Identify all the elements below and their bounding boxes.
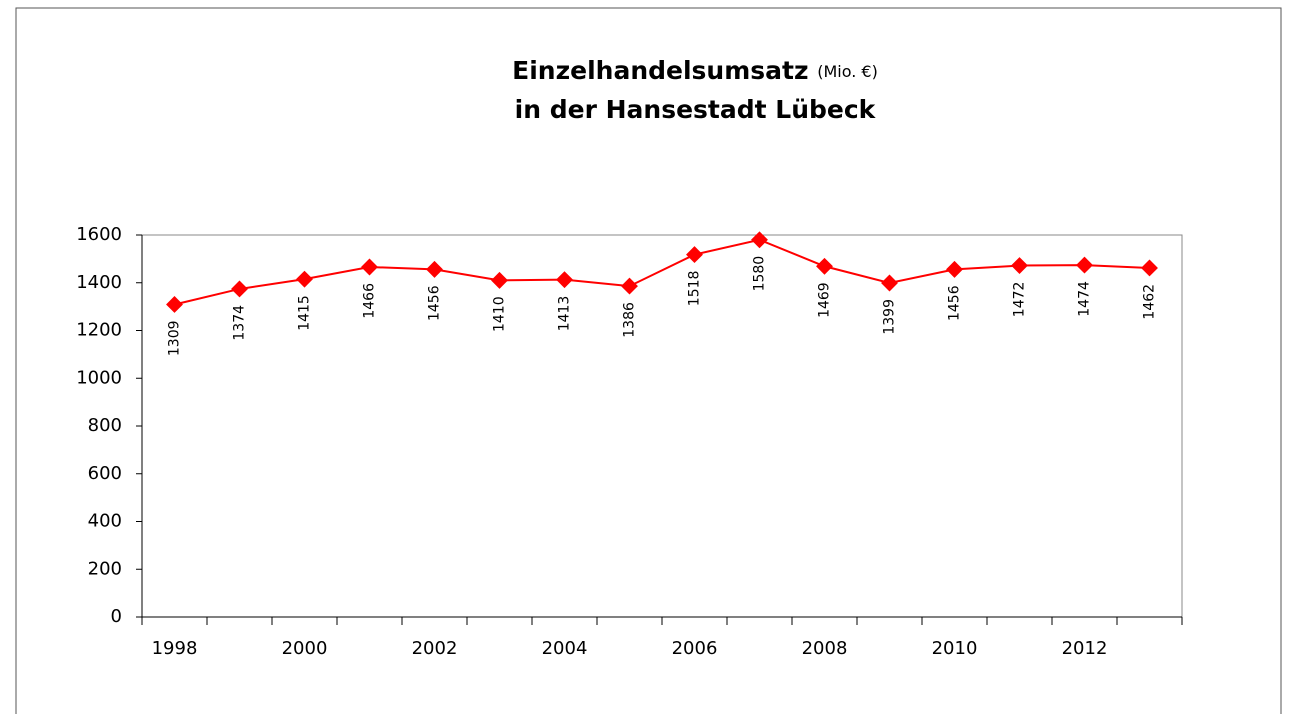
chart-subtitle: in der Hansestadt Lübeck — [515, 95, 877, 124]
y-tick-label: 800 — [88, 415, 122, 436]
data-label: 1462 — [1142, 284, 1158, 320]
x-tick-label: 1998 — [152, 638, 198, 659]
y-tick-label: 1400 — [76, 272, 122, 293]
data-label: 1469 — [817, 282, 833, 318]
chart-title: Einzelhandelsumsatz — [512, 56, 808, 85]
data-label: 1580 — [752, 256, 768, 292]
marker — [296, 270, 313, 288]
marker — [1141, 259, 1158, 277]
marker — [426, 260, 443, 278]
x-tick-label: 2012 — [1062, 638, 1108, 659]
marker — [881, 274, 898, 292]
data-label: 1413 — [557, 296, 573, 332]
x-tick-label: 2004 — [542, 638, 588, 659]
x-tick-label: 2008 — [802, 638, 848, 659]
marker — [1076, 256, 1093, 274]
data-label: 1474 — [1077, 281, 1093, 317]
chart-title-line: Einzelhandelsumsatz (Mio. €) — [512, 56, 878, 85]
y-tick-label: 1000 — [76, 367, 122, 388]
y-tick-label: 1600 — [76, 224, 122, 245]
data-label: 1456 — [947, 285, 963, 321]
data-label: 1410 — [492, 296, 508, 332]
y-tick-label: 200 — [88, 558, 122, 579]
data-label: 1374 — [232, 305, 248, 341]
x-tick-label: 2006 — [672, 638, 718, 659]
x-tick-label: 2010 — [932, 638, 978, 659]
y-tick-label: 600 — [88, 463, 122, 484]
x-tick-label: 2002 — [412, 638, 458, 659]
data-label: 1415 — [297, 295, 313, 331]
marker — [361, 258, 378, 276]
data-label: 1399 — [882, 299, 898, 335]
series-line — [174, 238, 1150, 306]
y-tick-label: 0 — [111, 606, 122, 627]
data-label: 1466 — [362, 283, 378, 319]
marker — [946, 260, 963, 278]
title-unit: (Mio. €) — [817, 62, 878, 81]
marker — [166, 296, 183, 313]
marker — [751, 231, 768, 249]
data-label: 1386 — [622, 302, 638, 338]
marker — [491, 271, 508, 289]
data-label: 1518 — [687, 271, 703, 307]
marker — [556, 271, 573, 289]
data-label: 1472 — [1012, 282, 1028, 318]
marker — [816, 257, 833, 275]
marker — [621, 277, 638, 295]
x-tick-label: 2000 — [282, 638, 328, 659]
marker — [686, 246, 703, 264]
marker — [231, 280, 248, 298]
data-label: 1456 — [427, 285, 443, 321]
frame — [15, 7, 1282, 714]
y-tick-label: 400 — [88, 511, 122, 532]
data-label: 1309 — [167, 320, 183, 356]
marker — [1011, 257, 1028, 275]
y-tick-label: 1200 — [76, 320, 122, 341]
